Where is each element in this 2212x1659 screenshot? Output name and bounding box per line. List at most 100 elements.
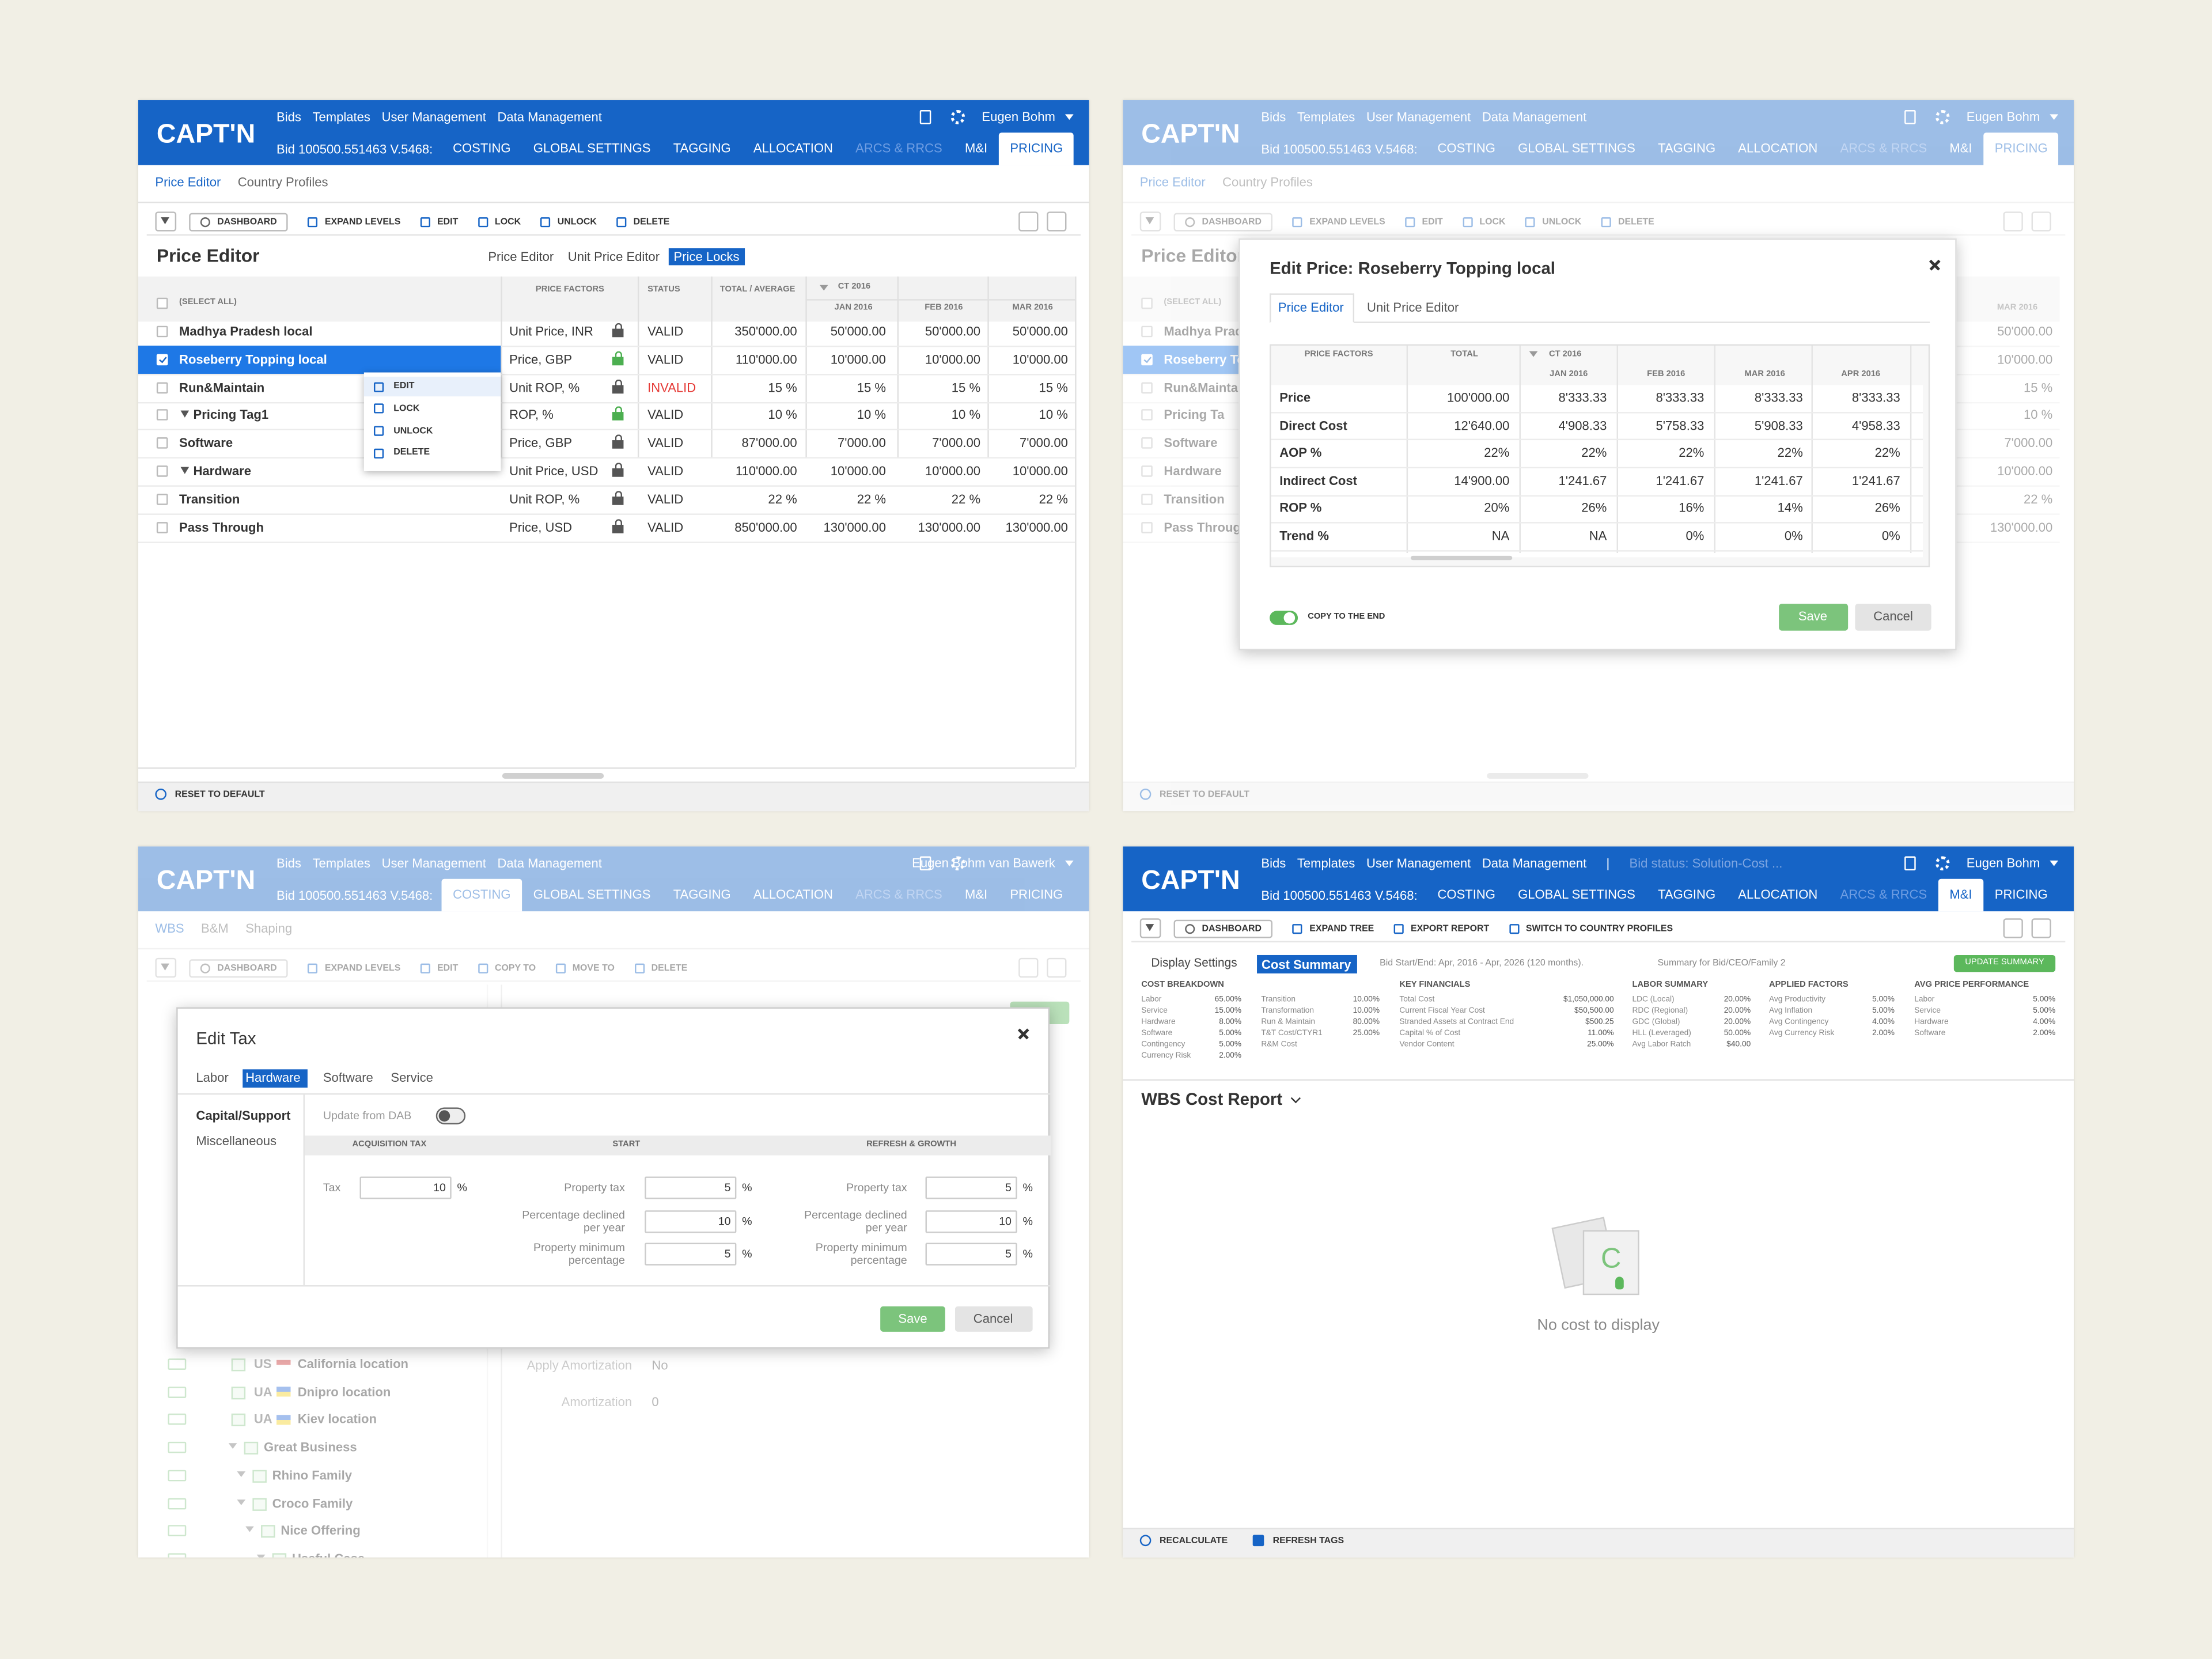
- modal-tab[interactable]: Software: [323, 1070, 373, 1085]
- input-value[interactable]: 5: [724, 1247, 731, 1260]
- tab[interactable]: PRICING: [1994, 887, 2048, 902]
- subtab[interactable]: Price Editor: [1139, 175, 1206, 190]
- toolbar-item[interactable]: MOVE TO: [555, 963, 615, 973]
- update-label[interactable]: UPDATE SUMMARY: [1965, 959, 2044, 967]
- save-label[interactable]: Save: [1798, 609, 1828, 624]
- cancel-label[interactable]: Cancel: [973, 1312, 1013, 1326]
- footer-action[interactable]: RESET TO DEFAULT: [1139, 788, 1249, 800]
- subtab[interactable]: Country Profiles: [1222, 175, 1313, 190]
- nav-link[interactable]: Templates: [1297, 856, 1355, 871]
- tab[interactable]: M&I: [1949, 141, 1972, 156]
- nav-link[interactable]: Bids: [1261, 856, 1286, 871]
- tab[interactable]: ALLOCATION: [753, 141, 833, 156]
- subtab[interactable]: Price Editor: [155, 175, 221, 190]
- nav-link[interactable]: User Management: [1366, 856, 1471, 871]
- toolbar-item[interactable]: DASHBOARD: [189, 959, 289, 977]
- subtab[interactable]: B&M: [201, 921, 229, 935]
- tab[interactable]: GLOBAL SETTINGS: [533, 141, 651, 156]
- toolbar-item[interactable]: EXPAND LEVELS: [308, 963, 400, 973]
- tab[interactable]: COSTING: [441, 878, 522, 912]
- input-value[interactable]: 10: [433, 1181, 446, 1194]
- tab[interactable]: ARCS & RRCS: [855, 887, 942, 902]
- tab[interactable]: ARCS & RRCS: [1840, 141, 1927, 156]
- summary-tab[interactable]: Cost Summary: [1261, 957, 1351, 971]
- footer-action[interactable]: RECALCULATE: [1139, 1535, 1228, 1547]
- tab[interactable]: M&I: [964, 887, 988, 902]
- toolbar-item[interactable]: DASHBOARD: [189, 212, 289, 231]
- toolbar-item[interactable]: EXPAND LEVELS: [308, 216, 400, 227]
- subtab[interactable]: Shaping: [245, 921, 293, 935]
- toolbar-item[interactable]: EDIT: [1405, 216, 1443, 227]
- subtab[interactable]: WBS: [155, 921, 184, 935]
- toolbar-item[interactable]: DASHBOARD: [1173, 212, 1273, 231]
- nav-link[interactable]: Templates: [1297, 110, 1355, 124]
- nav-link[interactable]: Templates: [312, 110, 370, 124]
- tab[interactable]: PRICING: [1983, 132, 2059, 165]
- update-button[interactable]: [1953, 955, 2056, 972]
- nav-link[interactable]: User Management: [381, 856, 486, 871]
- tab[interactable]: GLOBAL SETTINGS: [1518, 141, 1635, 156]
- modal-tab[interactable]: Hardware: [245, 1070, 301, 1085]
- context-item[interactable]: LOCK: [393, 403, 420, 414]
- context-item[interactable]: UNLOCK: [393, 426, 433, 436]
- input-value[interactable]: 10: [999, 1214, 1012, 1228]
- tab[interactable]: TAGGING: [673, 887, 731, 902]
- view-tab[interactable]: Price Locks: [668, 248, 745, 266]
- toolbar-item[interactable]: DELETE: [634, 963, 687, 973]
- tab[interactable]: GLOBAL SETTINGS: [1518, 887, 1635, 902]
- tab[interactable]: PRICING: [998, 132, 1074, 165]
- tab[interactable]: ARCS & RRCS: [1840, 887, 1927, 902]
- toolbar-item[interactable]: SWITCH TO COUNTRY PROFILES: [1509, 923, 1673, 934]
- tab[interactable]: ALLOCATION: [1738, 141, 1818, 156]
- save-button[interactable]: [880, 1306, 945, 1332]
- context-item[interactable]: EDIT: [393, 381, 415, 392]
- cancel-button[interactable]: [1855, 604, 1931, 631]
- toolbar-item[interactable]: EDIT: [420, 963, 458, 973]
- nav-link[interactable]: Bids: [276, 856, 301, 871]
- nav-link[interactable]: Data Management: [497, 110, 602, 124]
- input-value[interactable]: 10: [718, 1214, 731, 1228]
- toolbar-item[interactable]: EXPORT REPORT: [1393, 923, 1489, 934]
- tab[interactable]: COSTING: [1437, 141, 1495, 156]
- toolbar-item[interactable]: UNLOCK: [1525, 216, 1581, 227]
- context-item[interactable]: DELETE: [393, 448, 430, 459]
- display-settings[interactable]: Display Settings: [1151, 955, 1237, 969]
- tab[interactable]: M&I: [964, 141, 988, 156]
- save-label[interactable]: Save: [898, 1312, 927, 1326]
- toolbar-item[interactable]: DELETE: [1601, 216, 1654, 227]
- tab[interactable]: GLOBAL SETTINGS: [533, 887, 651, 902]
- nav-link[interactable]: Bids: [276, 110, 301, 124]
- side-item[interactable]: Miscellaneous: [196, 1134, 277, 1149]
- toolbar-item[interactable]: UNLOCK: [540, 216, 597, 227]
- side-item[interactable]: Capital/Support: [196, 1108, 291, 1123]
- tab[interactable]: ARCS & RRCS: [855, 141, 942, 156]
- tab[interactable]: COSTING: [1437, 887, 1495, 902]
- input-value[interactable]: 5: [724, 1181, 731, 1194]
- toolbar-item[interactable]: EXPAND TREE: [1292, 923, 1374, 934]
- nav-link[interactable]: User Management: [381, 110, 486, 124]
- cancel-button[interactable]: [955, 1306, 1033, 1332]
- toolbar-item[interactable]: DELETE: [616, 216, 669, 227]
- nav-link[interactable]: User Management: [1366, 110, 1471, 124]
- tab[interactable]: TAGGING: [673, 141, 731, 156]
- tab[interactable]: COSTING: [453, 141, 511, 156]
- modal-tab[interactable]: Labor: [196, 1070, 229, 1085]
- nav-link[interactable]: Templates: [312, 856, 370, 871]
- modal-tab[interactable]: Price Editor: [1278, 300, 1344, 315]
- toolbar-item[interactable]: EXPAND LEVELS: [1292, 216, 1385, 227]
- tab[interactable]: TAGGING: [1658, 887, 1716, 902]
- tab[interactable]: ALLOCATION: [753, 887, 833, 902]
- nav-link[interactable]: Data Management: [1482, 856, 1587, 871]
- toolbar-item[interactable]: LOCK: [478, 216, 521, 227]
- nav-link[interactable]: Data Management: [1482, 110, 1587, 124]
- tab[interactable]: M&I: [1938, 878, 1984, 912]
- toolbar-item[interactable]: DASHBOARD: [1173, 919, 1273, 938]
- view-tab[interactable]: Price Editor: [488, 249, 554, 264]
- nav-link[interactable]: Bids: [1261, 110, 1286, 124]
- view-tab[interactable]: Unit Price Editor: [567, 249, 660, 264]
- toolbar-item[interactable]: LOCK: [1463, 216, 1506, 227]
- footer-action[interactable]: REFRESH TAGS: [1253, 1535, 1344, 1547]
- subtab[interactable]: Country Profiles: [237, 175, 328, 190]
- input-value[interactable]: 5: [1005, 1181, 1012, 1194]
- cancel-label[interactable]: Cancel: [1873, 609, 1913, 624]
